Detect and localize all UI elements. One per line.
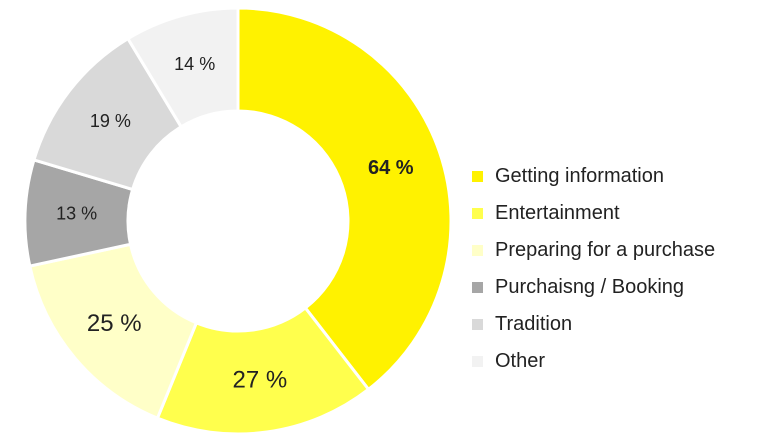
- legend-item-tradition: Tradition: [472, 306, 715, 343]
- legend-label: Tradition: [495, 313, 573, 335]
- legend-label: Getting information: [495, 165, 664, 187]
- legend-item-getting-information: Getting information: [472, 158, 715, 195]
- legend-item-purchasing-booking: Purchaisng / Booking: [472, 269, 715, 306]
- slice-label-1: 64 %: [368, 157, 414, 179]
- slice-label-6: 14 %: [174, 54, 215, 74]
- legend-label: Other: [495, 350, 546, 372]
- legend-label: Preparing for a purchase: [495, 239, 716, 261]
- legend-label: Purchaisng / Booking: [495, 276, 685, 298]
- legend-item-entertainment: Entertainment: [472, 195, 715, 232]
- donut-slice-6: [125, 6, 240, 129]
- legend-swatch: [472, 245, 483, 256]
- slice-label-2: 27 %: [233, 366, 288, 393]
- legend-swatch: [472, 282, 483, 293]
- legend-swatch: [472, 319, 483, 330]
- legend-item-other: Other: [472, 343, 715, 380]
- donut-slice-2: [155, 305, 371, 436]
- legend-swatch: [472, 356, 483, 367]
- legend: Getting information Entertainment Prepar…: [472, 158, 715, 380]
- slice-label-5: 19 %: [90, 111, 131, 131]
- legend-label: Entertainment: [495, 202, 620, 224]
- slice-label-4: 13 %: [56, 203, 97, 223]
- slice-label-3: 25 %: [87, 310, 142, 337]
- donut-slice-1: [236, 6, 453, 392]
- legend-item-preparing-for-a-purchase: Preparing for a purchase: [472, 232, 715, 269]
- legend-swatch: [472, 171, 483, 182]
- legend-swatch: [472, 208, 483, 219]
